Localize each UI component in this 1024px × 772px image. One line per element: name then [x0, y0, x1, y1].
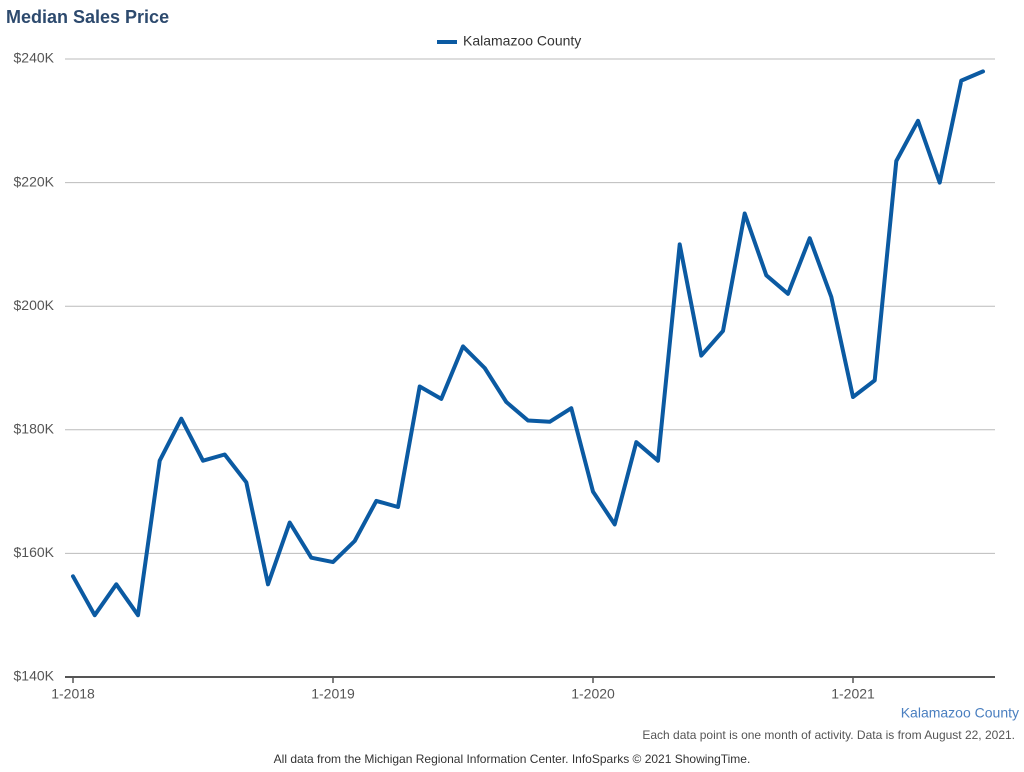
series-line	[71, 69, 985, 618]
note: Each data point is one month of activity…	[642, 728, 1015, 742]
x-tick-label: 1-2020	[571, 686, 615, 702]
y-tick-label: $180K	[14, 421, 55, 437]
region-label: Kalamazoo County	[901, 705, 1019, 721]
x-tick-label: 1-2019	[311, 686, 355, 702]
y-tick-label: $200K	[14, 297, 55, 313]
source: All data from the Michigan Regional Info…	[274, 752, 751, 766]
x-tick-label: 1-2018	[51, 686, 95, 702]
x-tick-label: 1-2021	[831, 686, 875, 702]
y-tick-label: $140K	[14, 668, 55, 684]
legend-label: Kalamazoo County	[463, 33, 581, 49]
chart-title: Median Sales Price	[6, 7, 169, 27]
y-tick-label: $220K	[14, 173, 55, 189]
y-tick-label: $240K	[14, 50, 55, 66]
y-tick-label: $160K	[14, 544, 55, 560]
